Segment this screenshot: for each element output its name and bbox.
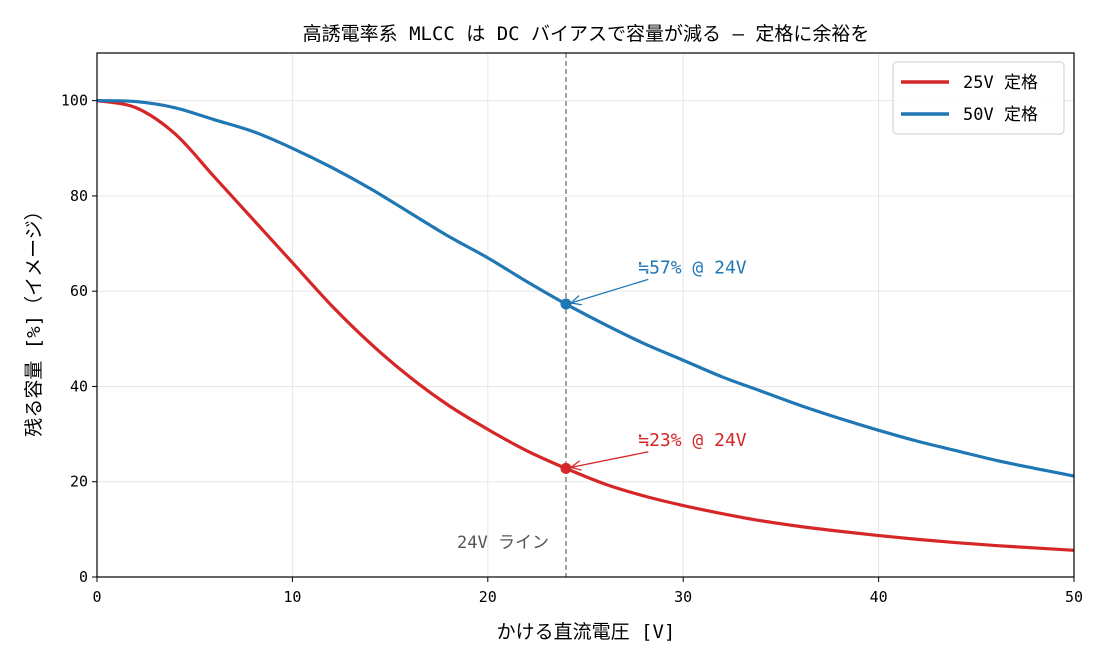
y-tick-label: 20: [70, 473, 88, 491]
x-tick-label: 0: [92, 588, 101, 606]
chart-title: 高誘電率系 MLCC は DC バイアスで容量が減る — 定格に余裕を: [303, 23, 870, 45]
x-tick-label: 10: [283, 588, 301, 606]
annotation-arrowhead-1: [569, 460, 582, 471]
plot-frame: [96, 52, 1075, 578]
legend-box: [892, 61, 1065, 135]
annotation-marker-0: [560, 298, 572, 310]
reference-line-label: 24V ライン: [457, 533, 549, 553]
x-axis-label: かける直流電圧 [V]: [497, 621, 676, 643]
annotation-arrow-0: [570, 278, 649, 304]
reference-line-layer: 24V ライン: [457, 53, 567, 577]
x-tick-label: 50: [1065, 588, 1083, 606]
y-tick-label: 0: [79, 568, 88, 586]
series-line-0: [96, 99, 1075, 552]
x-tick-label: 20: [479, 588, 497, 606]
y-tick-label: 80: [70, 187, 88, 205]
annotation-label-0: ≒57% @ 24V: [638, 257, 747, 278]
y-tick-label: 60: [70, 282, 88, 300]
y-tick-label: 40: [70, 377, 88, 395]
series-line-1: [96, 99, 1075, 478]
series-layer: [96, 99, 1075, 552]
y-tick-label: 100: [61, 92, 88, 110]
annotation-marker-1: [560, 462, 572, 474]
y-axis-label: 残る容量 [%]（イメージ）: [23, 201, 45, 436]
legend-label-0: 25V 定格: [963, 73, 1038, 93]
annotation-arrow-1: [570, 451, 649, 469]
x-tick-label: 30: [674, 588, 692, 606]
annotation-layer: ≒57% @ 24V ≒23% @ 24V: [560, 257, 747, 474]
legend-label-1: 50V 定格: [963, 105, 1038, 125]
annotation-label-1: ≒23% @ 24V: [638, 430, 747, 451]
annotation-arrowhead-0: [569, 295, 582, 306]
x-tick-label: 40: [870, 588, 888, 606]
tick-layer: 0 10 20 30 40 50 0 20 40 60 80 100: [61, 92, 1083, 606]
legend: 25V 定格 50V 定格: [892, 61, 1065, 135]
